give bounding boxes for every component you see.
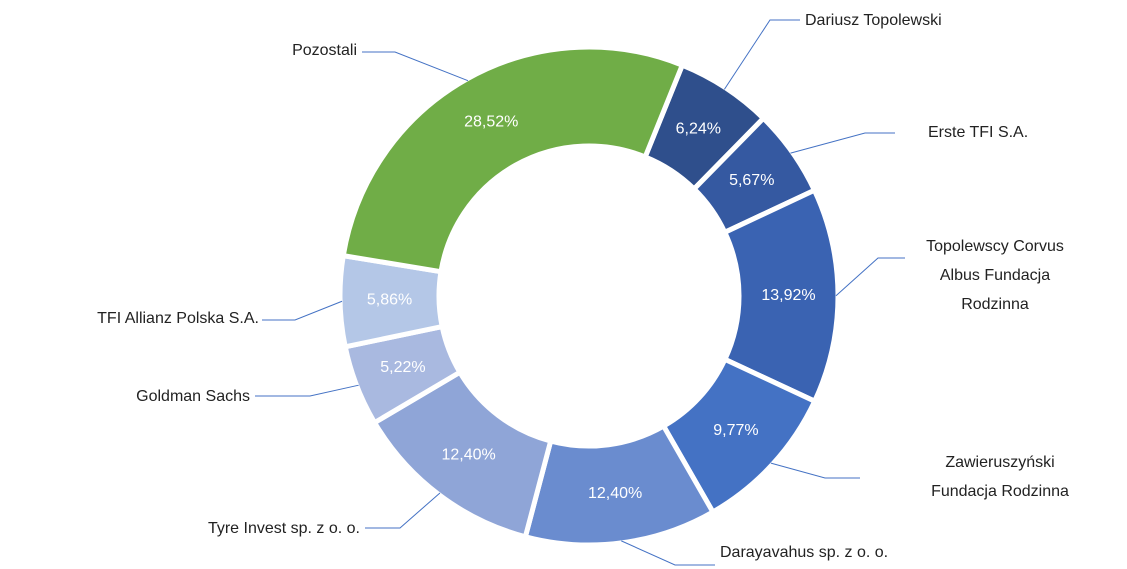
leader-line <box>621 540 715 566</box>
category-label: Dariusz Topolewski <box>805 12 942 29</box>
value-label: 12,40% <box>441 446 495 463</box>
category-label: Goldman Sachs <box>136 388 250 405</box>
category-label: Zawieruszyński Fundacja Rodzinna <box>931 454 1069 500</box>
category-label: TFI Allianz Polska S.A. <box>97 310 259 327</box>
leader-line <box>723 19 800 90</box>
category-label: Darayavahus sp. z o. o. <box>720 544 889 561</box>
category-label: Tyre Invest sp. z o. o. <box>207 520 360 537</box>
category-label: Topolewscy Corvus Albus Fundacja Rodzinn… <box>926 238 1064 313</box>
leader-line <box>365 492 441 529</box>
category-label: Erste TFI S.A. <box>928 124 1029 141</box>
leader-line <box>262 300 343 321</box>
leader-line <box>835 257 905 297</box>
value-label: 5,22% <box>380 359 425 376</box>
leader-line <box>770 462 860 479</box>
donut-slice <box>340 44 686 275</box>
value-label: 13,92% <box>761 287 815 304</box>
value-label: 9,77% <box>713 422 758 439</box>
category-label: Pozostali <box>292 42 357 59</box>
value-label: 5,67% <box>729 172 774 189</box>
value-label: 12,40% <box>588 485 642 502</box>
value-label: 6,24% <box>676 120 721 137</box>
leader-line <box>790 132 895 154</box>
value-label: 28,52% <box>464 113 518 130</box>
leader-line <box>255 384 359 397</box>
leader-line <box>362 51 469 82</box>
value-label: 5,86% <box>367 291 412 308</box>
